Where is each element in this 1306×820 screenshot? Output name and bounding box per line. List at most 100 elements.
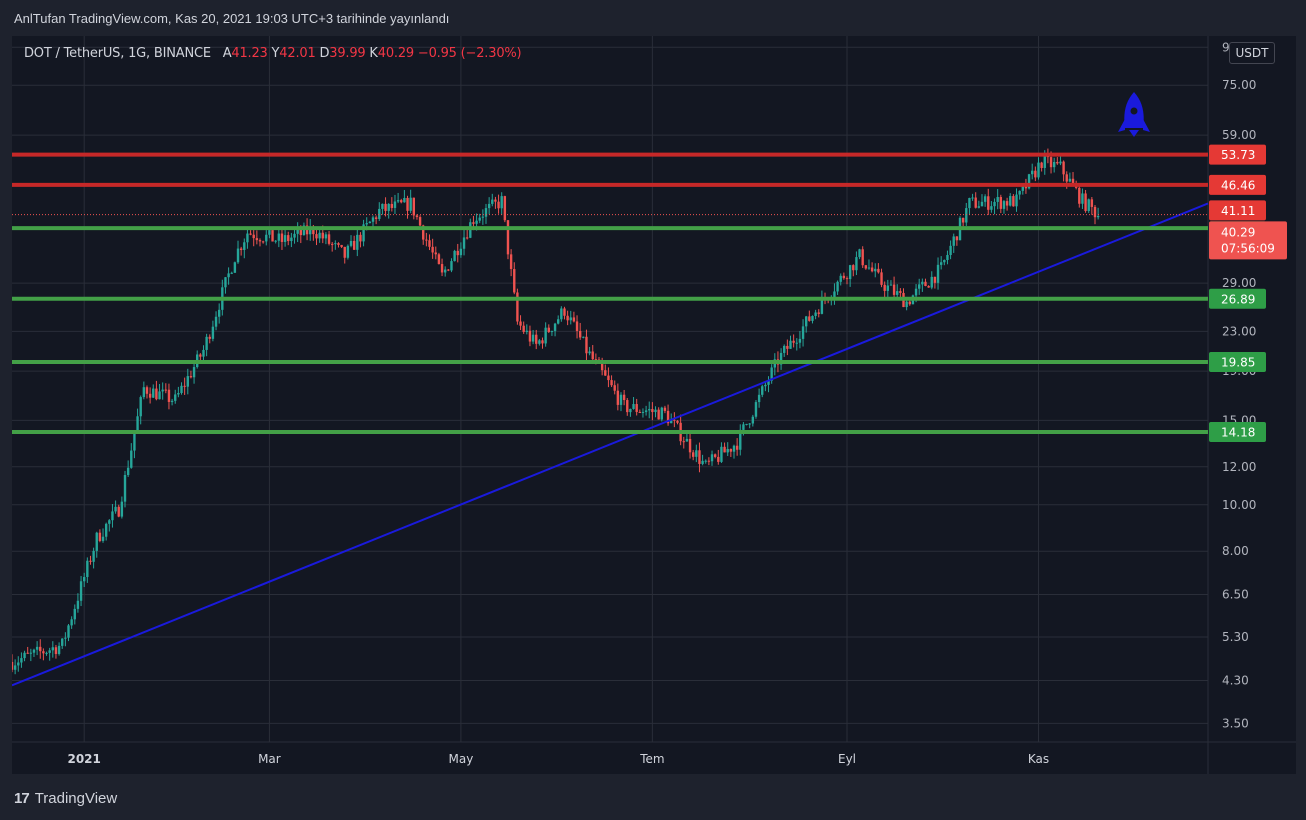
- candle-body: [987, 196, 990, 210]
- candle-body: [930, 276, 933, 288]
- candle-body: [1084, 193, 1087, 212]
- candle-body: [378, 208, 381, 219]
- candle-body: [509, 254, 513, 270]
- candle-body: [638, 411, 642, 413]
- candle-body: [422, 225, 425, 240]
- candle-body: [968, 198, 971, 209]
- candle-body: [393, 201, 397, 208]
- candle-body: [1062, 161, 1065, 175]
- price-tag-bg: [1209, 200, 1266, 221]
- candle-body: [660, 407, 663, 420]
- candle-body: [1027, 174, 1031, 189]
- candle-body: [949, 245, 952, 255]
- candle-body: [42, 651, 45, 654]
- legend-high-value: 42.01: [279, 46, 316, 61]
- candle-body: [35, 646, 39, 650]
- price-tick-label: 5.30: [1222, 630, 1249, 644]
- candle-body: [462, 237, 466, 249]
- price-tick-label: 6.50: [1222, 587, 1249, 601]
- currency-button[interactable]: USDT: [1229, 42, 1275, 64]
- candle-body: [1087, 199, 1090, 212]
- candle-body: [167, 389, 171, 402]
- price-tag-label: 26.89: [1221, 292, 1255, 306]
- candle-body: [321, 232, 324, 239]
- candle-body: [484, 208, 488, 217]
- tradingview-logo[interactable]: 17 TradingView: [14, 790, 117, 807]
- candle-body: [874, 268, 877, 272]
- candle-body: [312, 226, 315, 235]
- candle-body: [349, 240, 353, 246]
- candle-body: [798, 338, 802, 343]
- candle-body: [233, 262, 237, 273]
- candle-body: [158, 391, 161, 400]
- candle-body: [186, 376, 189, 387]
- candle-body: [440, 264, 444, 273]
- candle-body: [261, 241, 265, 243]
- price-tick-label: 75.00: [1222, 78, 1256, 92]
- candle-body: [739, 429, 742, 450]
- candle-body: [98, 532, 102, 541]
- legend-symbol[interactable]: DOT / TetherUS, 1G, BINANCE: [24, 46, 211, 61]
- candle-body: [550, 331, 554, 333]
- candle-body: [45, 652, 48, 654]
- candle-body: [519, 321, 522, 326]
- candle-body: [622, 394, 626, 401]
- candle-body: [663, 407, 667, 411]
- candle-body: [92, 550, 95, 562]
- candle-body: [600, 362, 604, 371]
- legend-close-label: K: [369, 46, 378, 61]
- chart-pane[interactable]: 3.504.305.306.508.0010.0012.0015.0019.00…: [12, 36, 1296, 774]
- candle-body: [657, 409, 660, 420]
- candle-body: [487, 203, 491, 209]
- candle-body: [1049, 157, 1053, 168]
- candle-body: [265, 234, 268, 242]
- candle-body: [833, 291, 836, 298]
- candle-body: [682, 441, 685, 443]
- candle-body: [896, 291, 899, 295]
- candle-body: [117, 506, 120, 517]
- candle-body: [867, 267, 871, 269]
- candle-body: [475, 220, 478, 224]
- candle-body: [547, 327, 550, 332]
- candle-body: [249, 233, 252, 235]
- candle-body: [302, 225, 306, 236]
- candle-body: [1040, 162, 1043, 168]
- candle-body: [346, 245, 350, 258]
- candle-body: [189, 376, 193, 378]
- candle-body: [908, 301, 911, 305]
- candle-body: [506, 220, 510, 255]
- candle-body: [425, 239, 428, 241]
- time-tick-label: May: [448, 752, 473, 766]
- candle-body: [726, 448, 729, 453]
- candle-body: [17, 662, 20, 666]
- candle-body: [811, 315, 814, 321]
- candle-body: [359, 234, 362, 242]
- candle-body: [814, 312, 817, 316]
- candle-body: [76, 600, 80, 609]
- candle-body: [927, 285, 930, 288]
- candle-body: [974, 197, 977, 208]
- price-tick-label: 8.00: [1222, 544, 1249, 558]
- price-tag-bg: [1209, 288, 1266, 309]
- candle-body: [1002, 201, 1006, 209]
- candle-body: [327, 234, 331, 244]
- candle-body: [943, 260, 946, 263]
- candle-body: [936, 264, 940, 283]
- candle-body: [142, 387, 146, 398]
- price-tick-label: 10.00: [1222, 498, 1256, 512]
- candle-body: [720, 446, 723, 462]
- candle-body: [497, 201, 500, 209]
- price-tick-label: 59.00: [1222, 128, 1256, 142]
- price-tag-bg: [1209, 422, 1266, 443]
- candle-body: [227, 273, 230, 278]
- candle-body: [199, 354, 202, 357]
- candle-body: [1078, 187, 1081, 204]
- candle-body: [1052, 161, 1056, 168]
- candle-body: [456, 250, 459, 256]
- candle-body: [387, 203, 390, 211]
- candle-body: [208, 336, 211, 339]
- chart-svg[interactable]: 3.504.305.306.508.0010.0012.0015.0019.00…: [12, 36, 1296, 774]
- candle-body: [114, 506, 117, 512]
- candle-body: [673, 419, 676, 421]
- candle-body: [478, 217, 481, 221]
